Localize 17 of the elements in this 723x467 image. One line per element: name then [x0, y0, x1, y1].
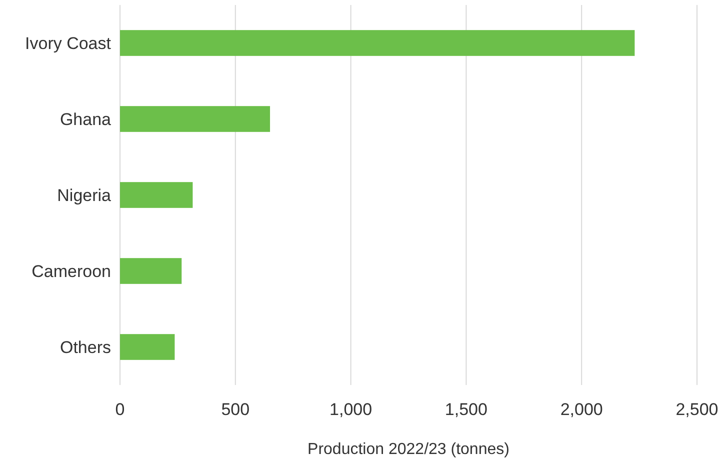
y-tick-label: Ivory Coast	[25, 34, 112, 53]
y-tick-label: Ghana	[60, 110, 112, 129]
bar	[120, 106, 270, 132]
x-tick-label: 2,500	[676, 400, 718, 419]
x-tick-label: 500	[221, 400, 250, 419]
bar	[120, 258, 182, 284]
x-tick-label: 2,000	[560, 400, 603, 419]
x-tick-label: 0	[115, 400, 125, 419]
bar	[120, 182, 193, 208]
x-tick-label: 1,500	[444, 400, 488, 419]
x-axis-title: Production 2022/23 (tonnes)	[308, 441, 510, 458]
y-tick-label: Nigeria	[57, 186, 112, 205]
y-tick-label: Others	[60, 338, 111, 357]
x-tick-label: 1,000	[330, 400, 372, 419]
bar	[120, 30, 635, 56]
bar	[120, 334, 175, 360]
y-tick-label: Cameroon	[32, 262, 111, 281]
